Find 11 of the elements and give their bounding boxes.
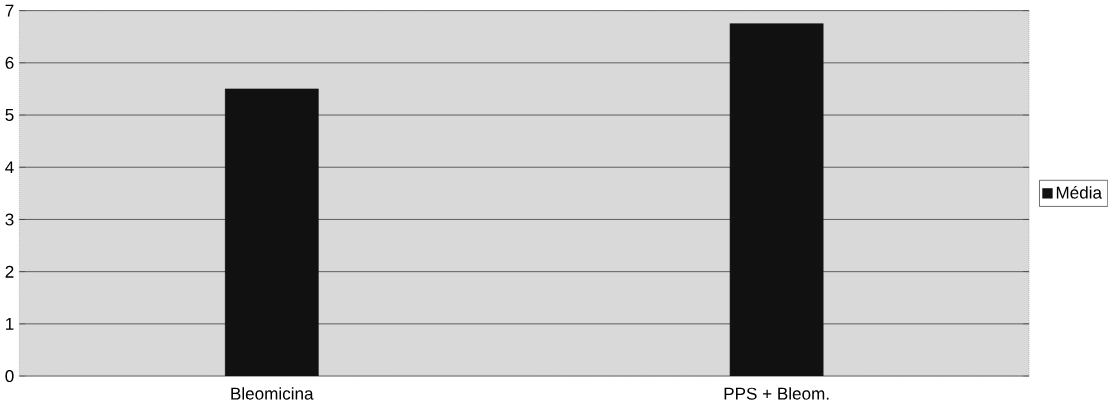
- x-tick-label: PPS + Bleom.: [724, 386, 829, 400]
- y-tick-label: 4: [5, 161, 14, 173]
- legend-label: Média: [1056, 185, 1102, 199]
- x-tick-label: Bleomicina: [231, 386, 314, 400]
- y-tick-label: 0: [5, 369, 14, 382]
- y-tick-label: 6: [5, 56, 14, 69]
- y-tick-label: 3: [5, 213, 14, 226]
- y-tick-label: 5: [5, 108, 14, 121]
- y-tick-label: 7: [5, 4, 14, 17]
- y-tick-label: 1: [6, 317, 14, 330]
- y-tick-label: 2: [5, 265, 14, 278]
